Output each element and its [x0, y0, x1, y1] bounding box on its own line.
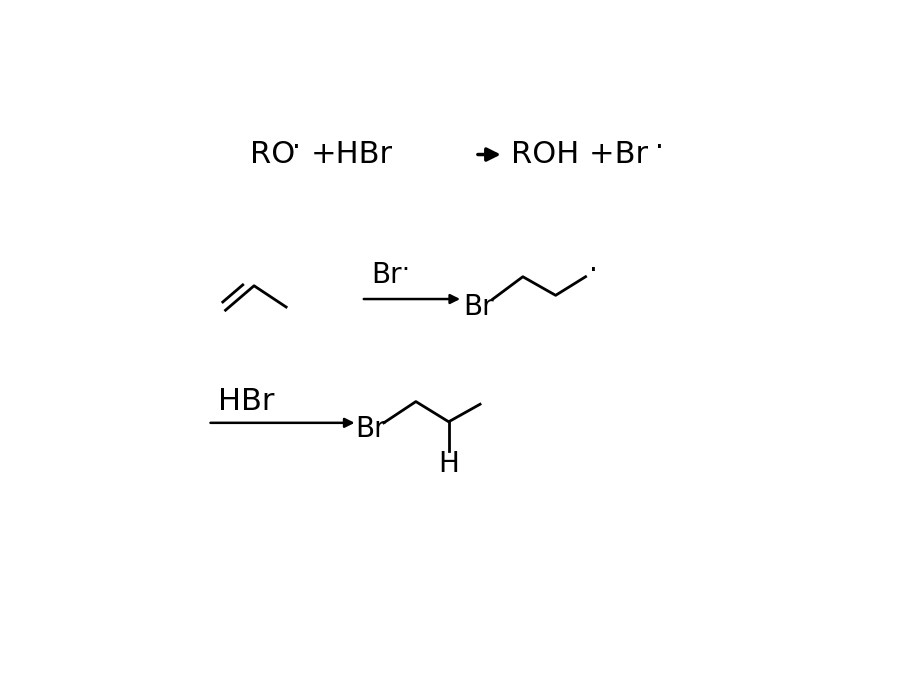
Text: ROH +Br: ROH +Br	[510, 140, 647, 169]
Text: ·: ·	[291, 134, 301, 161]
Text: ·: ·	[402, 258, 409, 282]
Text: ·: ·	[654, 134, 664, 161]
Text: Br: Br	[355, 415, 385, 443]
Text: H: H	[437, 451, 459, 478]
Text: Br: Br	[462, 293, 493, 321]
Text: RO: RO	[250, 140, 295, 169]
Text: Br: Br	[371, 261, 402, 289]
Text: +HBr: +HBr	[311, 140, 392, 169]
Text: HBr: HBr	[218, 387, 275, 416]
Text: ·: ·	[588, 257, 597, 286]
